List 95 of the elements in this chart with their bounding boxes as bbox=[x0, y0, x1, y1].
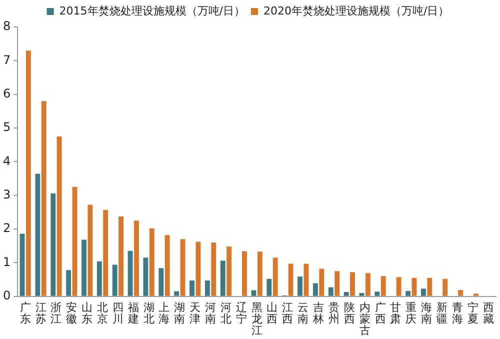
x-tick-label: 安徽 bbox=[66, 300, 78, 326]
bar bbox=[427, 278, 432, 296]
bar bbox=[211, 242, 216, 296]
x-tick-label: 江西 bbox=[282, 300, 294, 326]
bar bbox=[82, 240, 86, 296]
bar bbox=[226, 246, 232, 296]
bar bbox=[72, 186, 78, 296]
bar bbox=[96, 261, 102, 296]
y-tick-label: 7 bbox=[2, 52, 11, 67]
bar bbox=[35, 174, 40, 296]
bar bbox=[251, 290, 256, 296]
x-tick-label: 湖南 bbox=[174, 300, 186, 326]
bar bbox=[328, 287, 334, 296]
bar bbox=[298, 276, 302, 296]
x-tick-label: 辽宁 bbox=[236, 300, 247, 326]
bar bbox=[88, 204, 93, 296]
x-tick-label: 江苏 bbox=[35, 300, 46, 326]
bar bbox=[319, 268, 324, 296]
bar bbox=[103, 210, 108, 296]
bar bbox=[365, 273, 370, 296]
x-tick-label: 山西 bbox=[266, 300, 278, 326]
x-tick-label: 河南 bbox=[205, 300, 216, 326]
x-tick-label: 青海 bbox=[452, 300, 463, 326]
bar bbox=[304, 264, 309, 296]
bar bbox=[128, 250, 133, 296]
bar bbox=[421, 288, 426, 296]
bar bbox=[380, 276, 386, 296]
bar bbox=[56, 136, 62, 296]
y-tick-label: 8 bbox=[2, 19, 11, 34]
x-tick-label: 陕西 bbox=[344, 300, 355, 326]
bar bbox=[257, 252, 262, 296]
x-tick-label: 天津 bbox=[190, 300, 201, 326]
bar bbox=[50, 193, 56, 296]
bar bbox=[164, 235, 170, 296]
y-tick-label: 4 bbox=[2, 154, 11, 168]
x-tick-label: 内蒙古 bbox=[359, 300, 370, 338]
x-tick-label: 广西 bbox=[374, 300, 386, 326]
bar bbox=[288, 264, 294, 296]
y-tick-label: 5 bbox=[2, 120, 11, 134]
bar bbox=[134, 220, 139, 296]
x-tick-label: 湖北 bbox=[143, 300, 154, 326]
bar bbox=[406, 290, 411, 296]
x-tick-label: 山东 bbox=[82, 300, 93, 326]
bar bbox=[190, 280, 194, 296]
x-tick-label: 云南 bbox=[298, 300, 309, 326]
y-tick-label: 0 bbox=[2, 288, 11, 302]
bar bbox=[20, 234, 25, 296]
y-tick-label: 1 bbox=[2, 254, 11, 269]
bar bbox=[334, 271, 340, 296]
x-tick-label: 黑龙江 bbox=[251, 300, 262, 338]
x-tick-label: 四川 bbox=[112, 300, 124, 326]
x-tick-label: 上海 bbox=[158, 300, 170, 326]
bar bbox=[118, 216, 124, 296]
bar bbox=[204, 280, 210, 296]
bar bbox=[374, 292, 380, 296]
bar bbox=[26, 50, 31, 296]
bar bbox=[458, 290, 463, 296]
x-tick-label: 贵州 bbox=[328, 300, 340, 326]
x-tick-label: 广东 bbox=[20, 300, 31, 326]
bar bbox=[442, 278, 448, 296]
bar bbox=[112, 264, 118, 296]
bar bbox=[143, 258, 148, 296]
bar bbox=[312, 283, 318, 296]
x-tick-label: 吉林 bbox=[312, 300, 324, 326]
x-tick-label: 福建 bbox=[126, 300, 139, 326]
legend-label: 2015年焚烧处理设施规模（万吨/日） bbox=[59, 4, 246, 18]
y-tick-label: 2 bbox=[2, 221, 11, 236]
bar bbox=[344, 292, 349, 296]
y-tick-label: 3 bbox=[2, 187, 11, 202]
bar bbox=[41, 101, 46, 296]
bar bbox=[359, 292, 364, 296]
x-tick-label: 海南 bbox=[421, 300, 432, 326]
x-tick-label: 新疆 bbox=[436, 300, 448, 326]
bar bbox=[266, 278, 272, 296]
bar bbox=[396, 277, 402, 296]
legend-label: 2020年焚烧处理设施规模（万吨/日） bbox=[264, 4, 450, 18]
x-tick-label: 西藏 bbox=[482, 300, 494, 326]
x-tick-label: 浙江 bbox=[50, 300, 62, 326]
bar bbox=[350, 272, 355, 296]
x-tick-label: 河北 bbox=[220, 300, 232, 326]
bar bbox=[242, 251, 247, 296]
bar bbox=[272, 258, 278, 296]
bar bbox=[220, 260, 226, 296]
y-tick-label: 6 bbox=[2, 86, 11, 100]
bar bbox=[158, 268, 164, 296]
bar bbox=[412, 278, 417, 296]
bar bbox=[66, 270, 72, 296]
bar bbox=[174, 291, 180, 296]
x-tick-label: 甘肃 bbox=[390, 300, 402, 326]
x-tick-label: 重庆 bbox=[406, 300, 417, 326]
bar bbox=[180, 239, 186, 296]
bar bbox=[149, 228, 154, 296]
bar bbox=[196, 242, 201, 296]
x-tick-label: 北京 bbox=[97, 300, 108, 326]
x-tick-label: 宁夏 bbox=[467, 300, 478, 326]
